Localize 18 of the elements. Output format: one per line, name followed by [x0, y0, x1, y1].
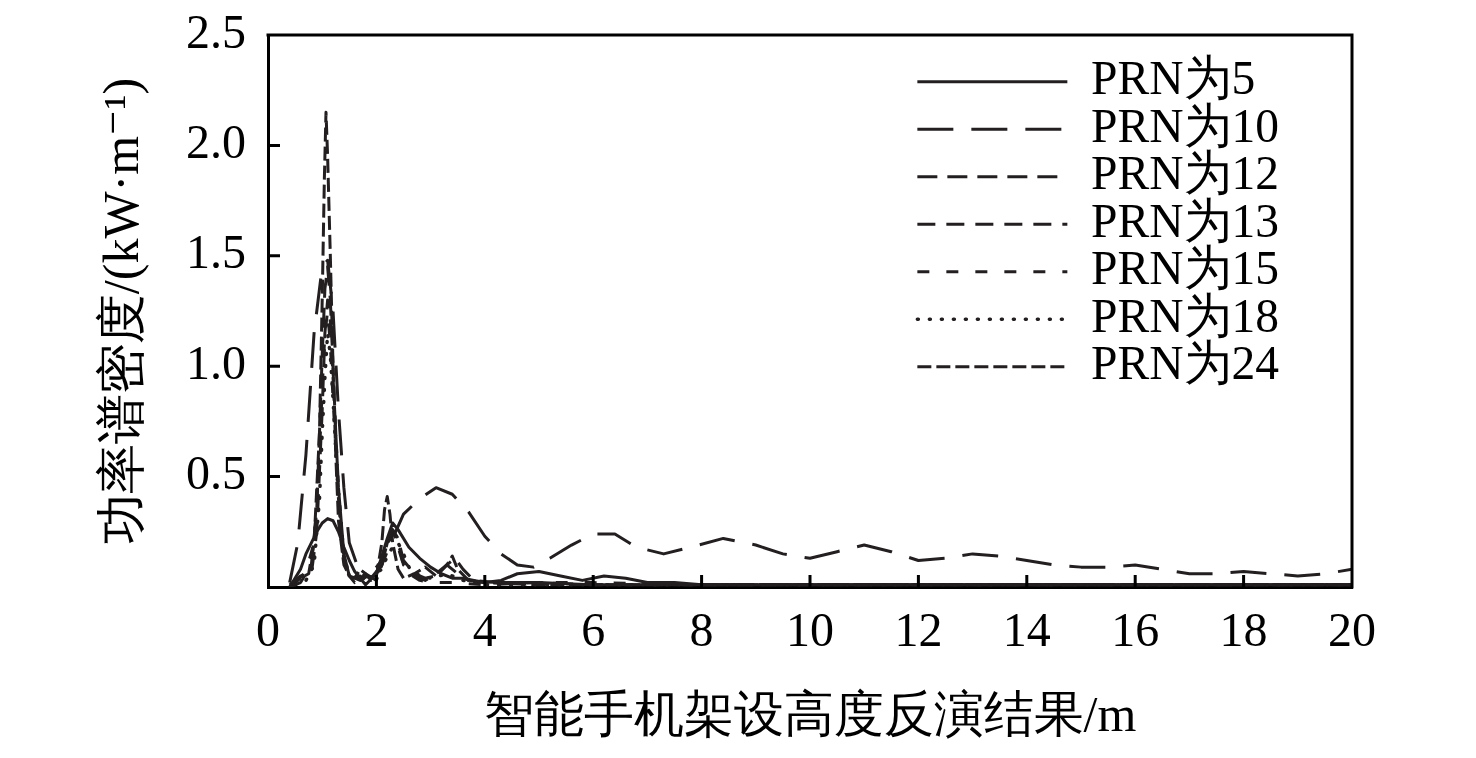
y-axis-title: 功率谱密度/(kW·m⁻¹): [93, 77, 150, 545]
y-tick-label: 1.0: [186, 335, 246, 389]
x-tick-label: 12: [894, 603, 943, 657]
y-tick-label: 1.5: [186, 225, 246, 279]
y-tick-label: 2.5: [186, 4, 246, 58]
x-tick-label: 4: [472, 603, 497, 657]
x-tick-label: 14: [1002, 603, 1051, 657]
x-tick-label: 16: [1111, 603, 1160, 657]
y-tick-label: 2.0: [186, 115, 246, 169]
x-tick-label: 0: [256, 603, 280, 657]
x-tick-label: 18: [1219, 603, 1268, 657]
x-tick-label: 10: [786, 603, 834, 657]
y-tick-label: 0.5: [186, 446, 246, 500]
x-tick-label: 20: [1328, 603, 1376, 657]
x-tick-label: 8: [689, 603, 714, 657]
x-tick-label: 2: [364, 603, 389, 657]
x-tick-label: 6: [581, 603, 606, 657]
x-axis-title: 智能手机架设高度反演结果/m: [483, 686, 1137, 743]
